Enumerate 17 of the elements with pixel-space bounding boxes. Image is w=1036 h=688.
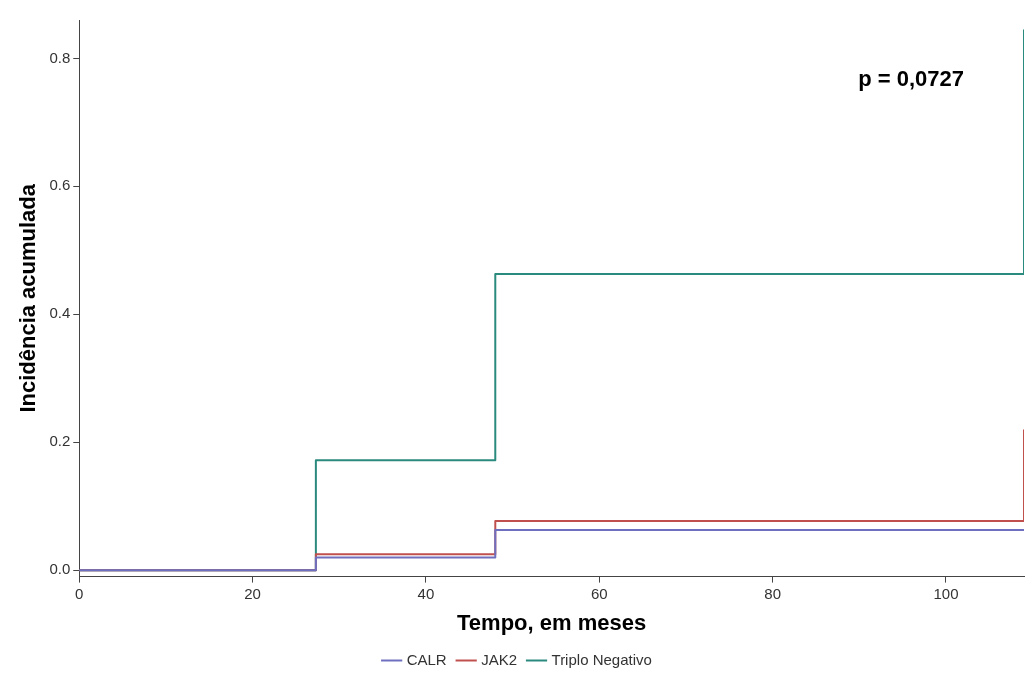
x-tick-label: 60 — [590, 584, 608, 602]
x-tick-label: 40 — [417, 584, 435, 602]
x-tick-label: 80 — [764, 584, 781, 602]
x-axis-title: Tempo, em meses — [457, 609, 647, 635]
x-tick-label: 100 — [933, 584, 959, 602]
y-tick-label: 0.4 — [49, 304, 71, 322]
y-tick-label: 0.0 — [49, 560, 71, 578]
x-tick-label: 0 — [75, 584, 84, 602]
y-tick-label: 0.2 — [49, 432, 71, 450]
y-tick-label: 0.8 — [49, 48, 71, 66]
y-axis-title: Incidência acumulada — [15, 183, 41, 413]
x-tick-label: 20 — [244, 584, 261, 602]
y-tick-label: 0.6 — [49, 176, 71, 194]
legend-label: JAK2 — [481, 650, 518, 668]
legend-label: CALR — [406, 650, 447, 668]
annotation: p = 0,0727 — [858, 66, 964, 92]
legend-label: Triplo Negativo — [551, 650, 652, 668]
